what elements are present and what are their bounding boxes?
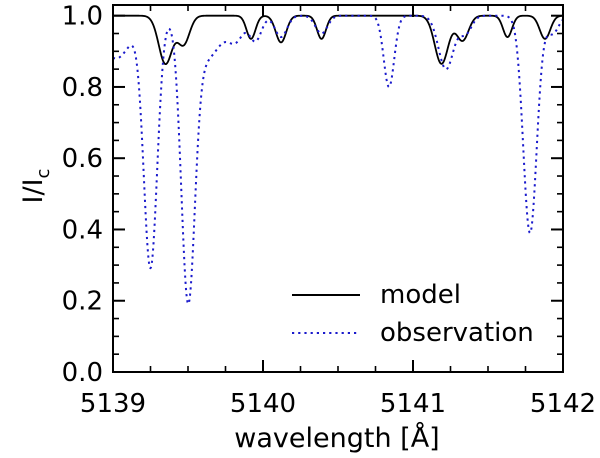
x-tick-label: 5141 (380, 389, 446, 419)
legend: model observation (292, 280, 534, 348)
legend-label-model: model (380, 280, 461, 310)
y-axis-label: I/Ic (18, 169, 54, 204)
x-tick-label: 5139 (80, 389, 146, 419)
y-axis-label-subscript: c (33, 169, 54, 179)
y-tick-label: 0.4 (62, 215, 103, 245)
y-tick-label: 0.2 (62, 287, 103, 317)
y-tick-label: 0.6 (62, 144, 103, 174)
x-axis-label: wavelength [Å] (234, 422, 439, 454)
series-line-model (113, 14, 563, 66)
ticks-layer: 5139 5140 5141 5142 0.0 0.2 0.4 0.6 0.8 1.0 (62, 2, 596, 419)
y-axis-label-main: I/I (18, 178, 49, 203)
y-tick-label: 1.0 (62, 2, 103, 32)
y-tick-label: 0.8 (62, 73, 103, 103)
legend-label-observation: observation (380, 318, 534, 348)
x-tick-label: 5140 (230, 389, 296, 419)
x-tick-label: 5142 (530, 389, 596, 419)
series-line-observation (113, 14, 563, 305)
y-tick-label: 0.0 (62, 358, 103, 388)
series-layer (113, 14, 563, 305)
plot-frame (112, 4, 564, 373)
